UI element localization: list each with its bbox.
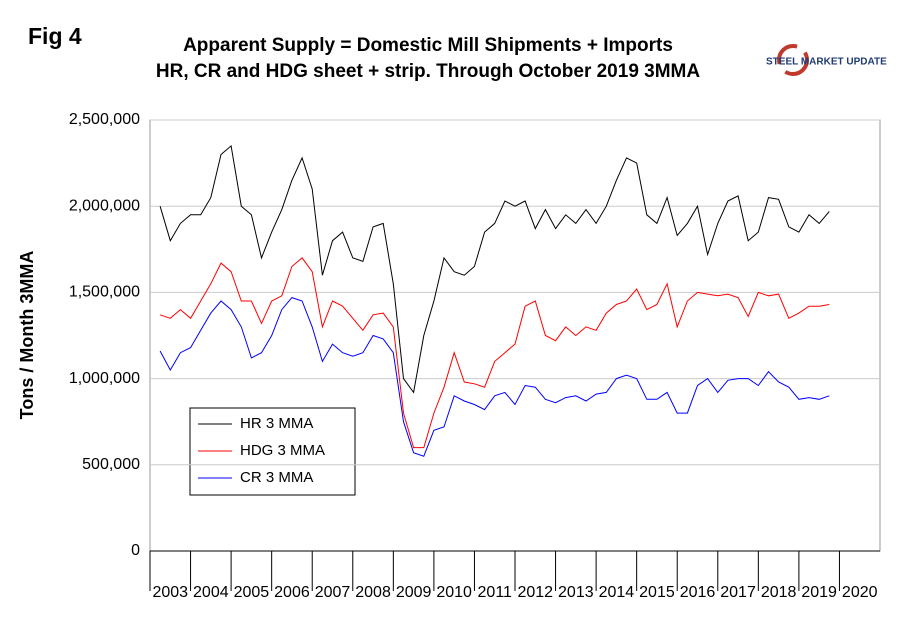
line-series — [159, 257, 830, 449]
x-tick-label: 2014 — [599, 584, 635, 601]
x-tick-label: 2004 — [193, 584, 229, 601]
chart-title: Apparent Supply = Domestic Mill Shipment… — [183, 35, 673, 56]
y-axis-label: Tons / Month 3MMA — [17, 251, 37, 420]
line-series — [159, 297, 830, 457]
x-tick-label: 2018 — [761, 584, 797, 601]
x-tick-label: 2010 — [436, 584, 472, 601]
x-tick-label: 2007 — [315, 584, 351, 601]
legend: HR 3 MMA HDG 3 MMA CR 3 MMA — [189, 407, 356, 496]
x-tick-label: 2012 — [517, 584, 553, 601]
x-tick-label: 2020 — [842, 584, 878, 601]
x-tick-label: 2019 — [801, 584, 837, 601]
line-series — [159, 144, 830, 394]
legend-label: CR 3 MMA — [240, 469, 313, 486]
logo: STEEL MARKET UPDATE — [766, 44, 887, 76]
x-tick-label: 2003 — [152, 584, 188, 601]
x-tick-label: 2015 — [639, 584, 675, 601]
x-tick-label: 2008 — [355, 584, 391, 601]
x-tick-label: 2005 — [234, 584, 270, 601]
logo-mark — [777, 44, 809, 76]
legend-label: HR 3 MMA — [240, 415, 313, 432]
x-tick-label: 2009 — [396, 584, 432, 601]
y-tick-label: 1,500,000 — [69, 284, 140, 301]
legend-label: HDG 3 MMA — [240, 442, 325, 459]
y-tick-label: 1,000,000 — [69, 370, 140, 387]
x-tick-label: 2011 — [478, 584, 513, 601]
x-tick-label: 2017 — [720, 584, 756, 601]
chart-subtitle: HR, CR and HDG sheet + strip. Through Oc… — [156, 61, 700, 82]
logo-text: STEEL MARKET UPDATE — [766, 57, 887, 68]
figure-label: Fig 4 — [28, 23, 82, 49]
y-tick-label: 0 — [131, 542, 140, 559]
x-tick-label: 2013 — [558, 584, 594, 601]
x-tick-label: 2006 — [274, 584, 310, 601]
y-tick-label: 2,000,000 — [69, 197, 140, 214]
y-tick-label: 500,000 — [82, 456, 140, 473]
x-tick-label: 2016 — [680, 584, 716, 601]
y-tick-label: 2,500,000 — [69, 111, 140, 128]
